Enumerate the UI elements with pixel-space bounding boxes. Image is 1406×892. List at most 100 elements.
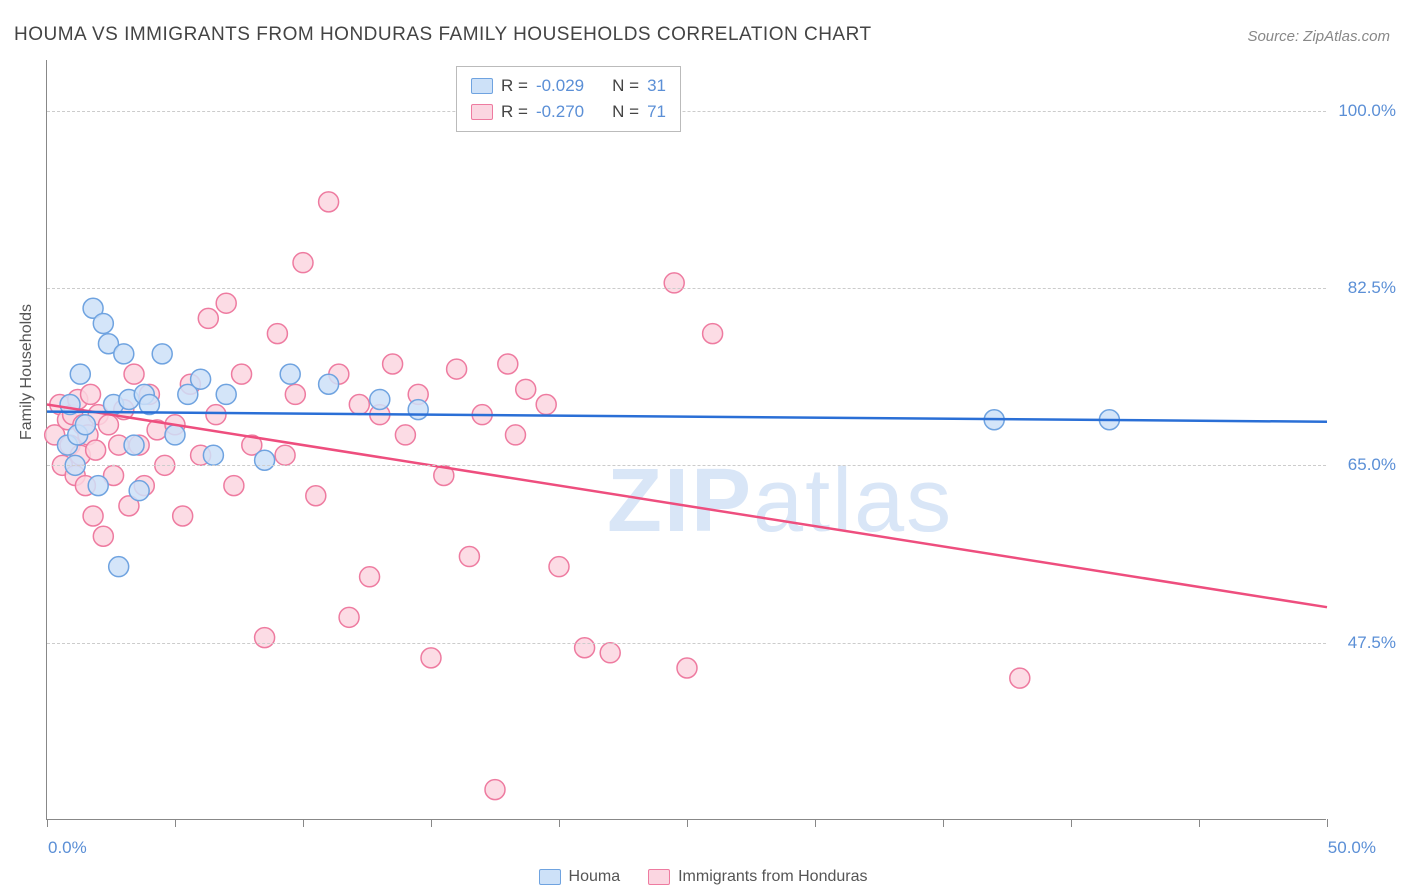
data-point: [216, 293, 236, 313]
data-point: [165, 425, 185, 445]
data-point: [280, 364, 300, 384]
data-point: [114, 344, 134, 364]
data-point: [536, 395, 556, 415]
data-point: [216, 384, 236, 404]
x-tick: [1199, 819, 1200, 827]
data-point: [86, 440, 106, 460]
data-point: [408, 400, 428, 420]
x-tick: [943, 819, 944, 827]
r-value-houma: -0.029: [536, 73, 584, 99]
r-label: R =: [501, 73, 528, 99]
data-point: [232, 364, 252, 384]
data-point: [485, 780, 505, 800]
data-point: [319, 374, 339, 394]
data-point: [88, 476, 108, 496]
x-tick: [431, 819, 432, 827]
data-point: [81, 384, 101, 404]
data-point: [459, 547, 479, 567]
data-point: [549, 557, 569, 577]
y-axis-label: Family Households: [18, 304, 36, 440]
data-point: [339, 607, 359, 627]
legend-row-houma: R = -0.029 N = 31: [471, 73, 666, 99]
plot-area: ZIPatlas: [46, 60, 1326, 820]
data-point: [75, 415, 95, 435]
chart-container: HOUMA VS IMMIGRANTS FROM HONDURAS FAMILY…: [0, 0, 1406, 892]
data-point: [1010, 668, 1030, 688]
x-tick: [175, 819, 176, 827]
y-tick-label: 65.0%: [1326, 455, 1396, 475]
data-point: [306, 486, 326, 506]
data-point: [516, 379, 536, 399]
x-tick: [47, 819, 48, 827]
data-point: [255, 450, 275, 470]
regression-line: [47, 405, 1327, 608]
data-point: [319, 192, 339, 212]
n-label: N =: [612, 73, 639, 99]
x-tick-label: 0.0%: [48, 838, 87, 858]
legend-label-honduras: Immigrants from Honduras: [678, 868, 867, 886]
x-tick: [1327, 819, 1328, 827]
data-point: [255, 628, 275, 648]
swatch-honduras: [471, 104, 493, 120]
legend-item-houma: Houma: [539, 868, 621, 886]
n-value-honduras: 71: [647, 99, 666, 125]
data-point: [575, 638, 595, 658]
swatch-honduras-bottom: [648, 869, 670, 885]
x-tick: [815, 819, 816, 827]
data-point: [198, 308, 218, 328]
gridline: [47, 643, 1326, 644]
gridline: [47, 465, 1326, 466]
data-point: [267, 324, 287, 344]
data-point: [360, 567, 380, 587]
n-label: N =: [612, 99, 639, 125]
r-label: R =: [501, 99, 528, 125]
data-point: [93, 313, 113, 333]
data-point: [285, 384, 305, 404]
gridline: [47, 288, 1326, 289]
regression-line: [47, 412, 1327, 422]
legend-correlation: R = -0.029 N = 31 R = -0.270 N = 71: [456, 66, 681, 132]
n-value-houma: 31: [647, 73, 666, 99]
data-point: [703, 324, 723, 344]
x-tick: [1071, 819, 1072, 827]
data-point: [109, 557, 129, 577]
r-value-honduras: -0.270: [536, 99, 584, 125]
data-point: [677, 658, 697, 678]
x-tick: [559, 819, 560, 827]
data-point: [664, 273, 684, 293]
data-point: [224, 476, 244, 496]
data-point: [124, 364, 144, 384]
data-point: [206, 405, 226, 425]
data-point: [447, 359, 467, 379]
legend-row-honduras: R = -0.270 N = 71: [471, 99, 666, 125]
y-tick-label: 82.5%: [1326, 278, 1396, 298]
data-point: [203, 445, 223, 465]
data-point: [124, 435, 144, 455]
data-point: [293, 253, 313, 273]
data-point: [173, 506, 193, 526]
data-point: [93, 526, 113, 546]
gridline: [47, 111, 1326, 112]
legend-item-honduras: Immigrants from Honduras: [648, 868, 867, 886]
chart-title: HOUMA VS IMMIGRANTS FROM HONDURAS FAMILY…: [14, 24, 872, 46]
data-point: [275, 445, 295, 465]
x-tick-label: 50.0%: [1328, 838, 1376, 858]
data-point: [505, 425, 525, 445]
data-point: [98, 415, 118, 435]
data-point: [421, 648, 441, 668]
data-point: [395, 425, 415, 445]
plot-svg: [47, 60, 1326, 819]
data-point: [383, 354, 403, 374]
data-point: [498, 354, 518, 374]
data-point: [370, 389, 390, 409]
swatch-houma: [471, 78, 493, 94]
data-point: [70, 364, 90, 384]
data-point: [600, 643, 620, 663]
x-tick: [687, 819, 688, 827]
data-point: [191, 369, 211, 389]
legend-label-houma: Houma: [569, 868, 621, 886]
data-point: [152, 344, 172, 364]
source-label: Source: ZipAtlas.com: [1247, 28, 1390, 45]
swatch-houma-bottom: [539, 869, 561, 885]
y-tick-label: 100.0%: [1326, 101, 1396, 121]
